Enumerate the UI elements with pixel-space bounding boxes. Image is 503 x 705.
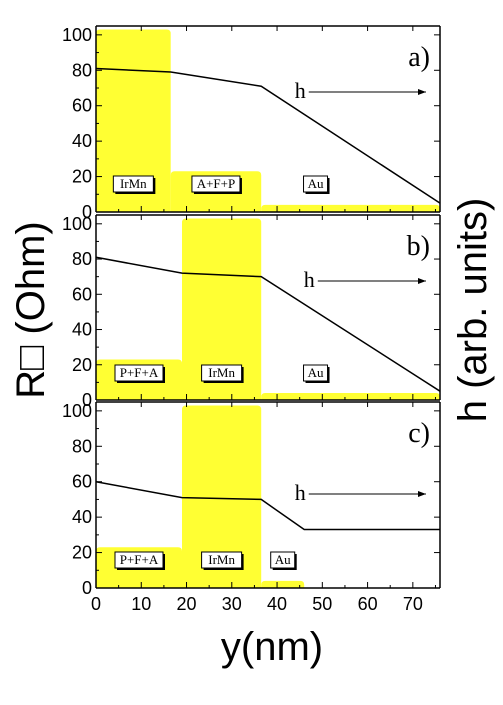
segment-au-bar xyxy=(261,580,305,588)
segment-au-bar xyxy=(261,204,440,212)
segment-label: Au xyxy=(308,365,324,380)
h-curve-line xyxy=(95,67,441,204)
segment-irmn-bar xyxy=(182,218,262,400)
h-arrow-head xyxy=(418,89,426,95)
segment-label-box xyxy=(303,175,329,193)
h-curve-label: h xyxy=(304,267,315,292)
y-tick-label: 80 xyxy=(72,249,92,269)
x-tick-label: 60 xyxy=(358,594,378,614)
x-tick-label: 30 xyxy=(222,594,242,614)
panel-0: IrMn A+F+P Au 0 20 40 60 80 100 h a) xyxy=(62,25,441,222)
y-tick-label: 40 xyxy=(72,507,92,527)
h-curve-line xyxy=(95,256,441,392)
x-tick-label: 20 xyxy=(177,594,197,614)
segment-label-box xyxy=(112,175,154,193)
x-tick-label: 0 xyxy=(91,594,101,614)
y-tick-label: 0 xyxy=(82,578,92,598)
h-arrow-head xyxy=(418,278,426,284)
segment-label-box xyxy=(270,551,296,569)
segment-irmn-bar xyxy=(182,405,262,588)
segment-irmn-bar xyxy=(96,29,171,212)
y-tick-label: 60 xyxy=(72,96,92,116)
segment-label: IrMn xyxy=(208,552,235,567)
y-tick-label: 40 xyxy=(72,320,92,340)
panel-1: P+F+A IrMn Au 0 20 40 60 80 100 h b) xyxy=(62,214,441,410)
segment-label: P+F+A xyxy=(120,552,159,567)
y-tick-label: 20 xyxy=(72,543,92,563)
y-tick-label: 100 xyxy=(62,401,92,421)
panel-label: c) xyxy=(408,418,430,449)
y-tick-label: 0 xyxy=(82,390,92,410)
h-curve-label: h xyxy=(295,78,306,103)
segment-label: IrMn xyxy=(120,176,147,191)
y-axis-title-right: h (arb. units) xyxy=(451,198,495,423)
panel-2: P+F+A IrMn Au 0 20 40 60 80 100 h c) xyxy=(62,401,441,598)
y-tick-label: 80 xyxy=(72,60,92,80)
x-tick-label: 40 xyxy=(267,594,287,614)
segment-label-box xyxy=(114,551,164,569)
segment-label-box xyxy=(201,551,243,569)
h-curve-label: h xyxy=(295,480,306,505)
x-tick-label: 50 xyxy=(312,594,332,614)
y-axis-title-left: R□ (Ohm) xyxy=(9,221,53,398)
y-tick-label: 0 xyxy=(82,202,92,222)
segment-label: Au xyxy=(275,552,291,567)
y-tick-label: 80 xyxy=(72,436,92,456)
x-tick-label: 70 xyxy=(403,594,423,614)
segment-label: A+F+P xyxy=(197,176,236,191)
y-tick-label: 100 xyxy=(62,25,92,45)
segment-label-box xyxy=(201,364,243,382)
y-tick-label: 100 xyxy=(62,214,92,234)
segment-label: IrMn xyxy=(208,365,235,380)
panel-label: b) xyxy=(407,231,430,262)
segment-label-box xyxy=(303,364,329,382)
segment-au-bar xyxy=(261,392,440,400)
panel-label: a) xyxy=(408,42,430,73)
h-curve-line xyxy=(95,480,440,531)
h-arrow-head xyxy=(418,491,426,497)
x-tick-label: 10 xyxy=(131,594,151,614)
x-axis-title: y(nm) xyxy=(221,625,323,669)
segment-label-box xyxy=(114,364,164,382)
y-tick-label: 60 xyxy=(72,472,92,492)
segment-label: Au xyxy=(308,176,324,191)
y-tick-label: 40 xyxy=(72,131,92,151)
segment-label: P+F+A xyxy=(120,365,159,380)
segment-label-box xyxy=(191,175,241,193)
y-tick-label: 20 xyxy=(72,355,92,375)
y-tick-label: 60 xyxy=(72,284,92,304)
y-tick-label: 20 xyxy=(72,167,92,187)
